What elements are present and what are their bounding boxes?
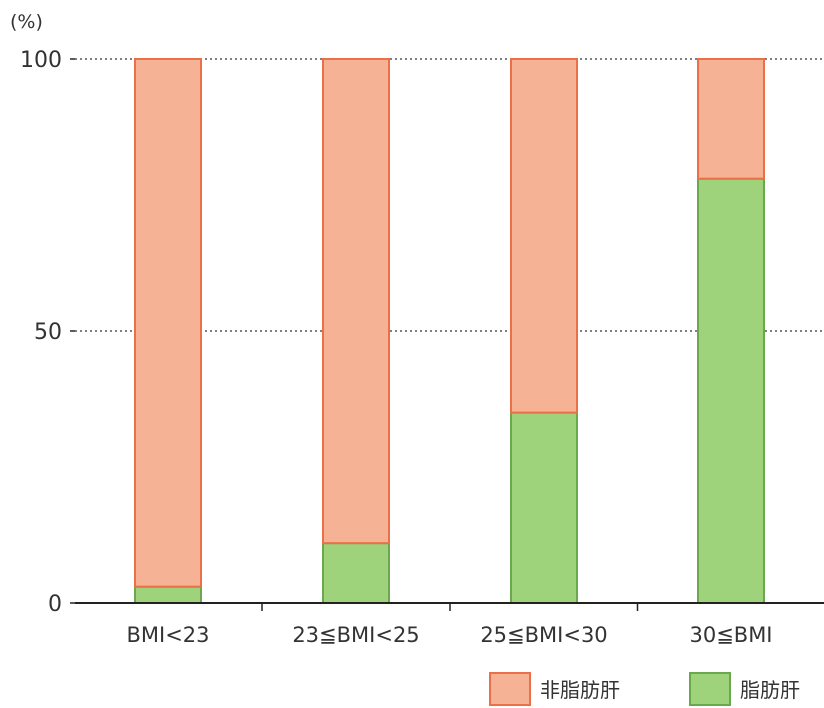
- legend-label-0: 非脂肪肝: [540, 678, 620, 702]
- x-tick-label-1: 23≦BMI<25: [292, 623, 419, 647]
- bar-fatty-3: [697, 177, 765, 604]
- x-tick-label-2: 25≦BMI<30: [480, 623, 607, 647]
- y-tick-label-100: 100: [20, 48, 62, 73]
- axes: [70, 58, 824, 611]
- y-tick-label-50: 50: [34, 320, 62, 345]
- x-tick-labels: BMI<23 23≦BMI<25 25≦BMI<30 30≦BMI: [126, 623, 772, 647]
- bars: [134, 58, 765, 604]
- legend-swatch-0: [489, 672, 531, 706]
- x-tick-label-0: BMI<23: [126, 623, 209, 647]
- bar-fatty-1: [322, 542, 390, 604]
- y-axis-unit-label: (%): [10, 11, 43, 33]
- legend: 非脂肪肝 脂肪肝: [489, 672, 800, 706]
- bar-nonfatty-0: [134, 58, 202, 588]
- bar-nonfatty-2: [510, 58, 578, 414]
- y-tick-labels: 0 50 100: [20, 48, 62, 617]
- bar-fatty-0: [134, 585, 202, 604]
- legend-swatch-1: [689, 672, 731, 706]
- x-tick-label-3: 30≦BMI: [689, 623, 772, 647]
- y-tick-label-0: 0: [48, 592, 62, 617]
- bar-fatty-2: [510, 411, 578, 604]
- bar-nonfatty-3: [697, 58, 765, 180]
- legend-label-1: 脂肪肝: [740, 678, 800, 702]
- bar-nonfatty-1: [322, 58, 390, 545]
